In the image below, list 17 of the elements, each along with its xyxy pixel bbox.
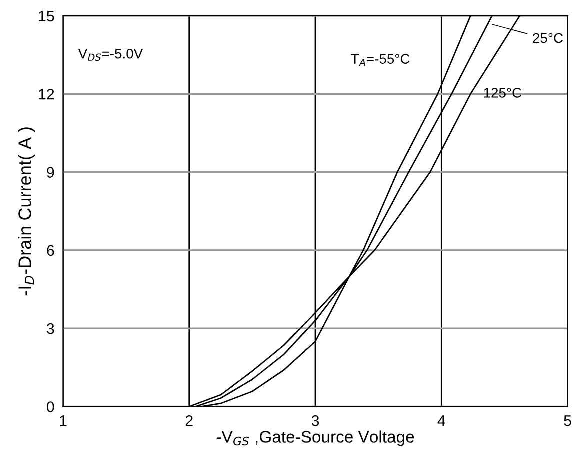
series-label: 125°C — [484, 88, 522, 98]
x-tick-label: 4 — [438, 416, 446, 426]
y-tick-label: 9 — [47, 167, 54, 178]
text: T$_{A}$=-55°C — [351, 54, 410, 66]
legend-label: 25°C — [533, 33, 563, 44]
x-tick-label: 1 — [60, 416, 67, 426]
x-axis-title: -V$_{GS}$ ,Gate-Source Voltage — [216, 430, 414, 446]
x-tick-label: 2 — [186, 415, 193, 426]
y-tick-label: 15 — [39, 11, 54, 22]
y-tick-label: 12 — [39, 89, 54, 100]
y-tick-label: 6 — [47, 245, 54, 256]
y-axis-title: -I$_{D}$-Drain Current( A ) — [18, 128, 35, 296]
x-tick-label: 5 — [564, 416, 572, 426]
x-tick-label: 3 — [312, 415, 320, 426]
annotation: V$_{DS}$=-5.0V — [78, 48, 144, 62]
y-tick-label: 0 — [46, 402, 54, 412]
y-tick-label: 3 — [46, 323, 54, 334]
